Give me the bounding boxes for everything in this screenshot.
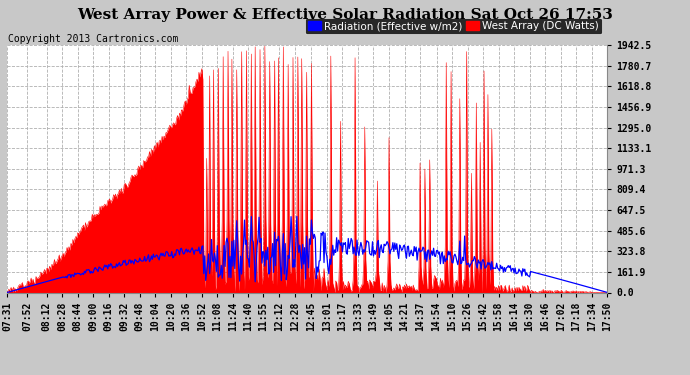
Text: West Array Power & Effective Solar Radiation Sat Oct 26 17:53: West Array Power & Effective Solar Radia… (77, 8, 613, 21)
Text: Copyright 2013 Cartronics.com: Copyright 2013 Cartronics.com (8, 34, 179, 44)
Legend: Radiation (Effective w/m2), West Array (DC Watts): Radiation (Effective w/m2), West Array (… (305, 18, 602, 34)
